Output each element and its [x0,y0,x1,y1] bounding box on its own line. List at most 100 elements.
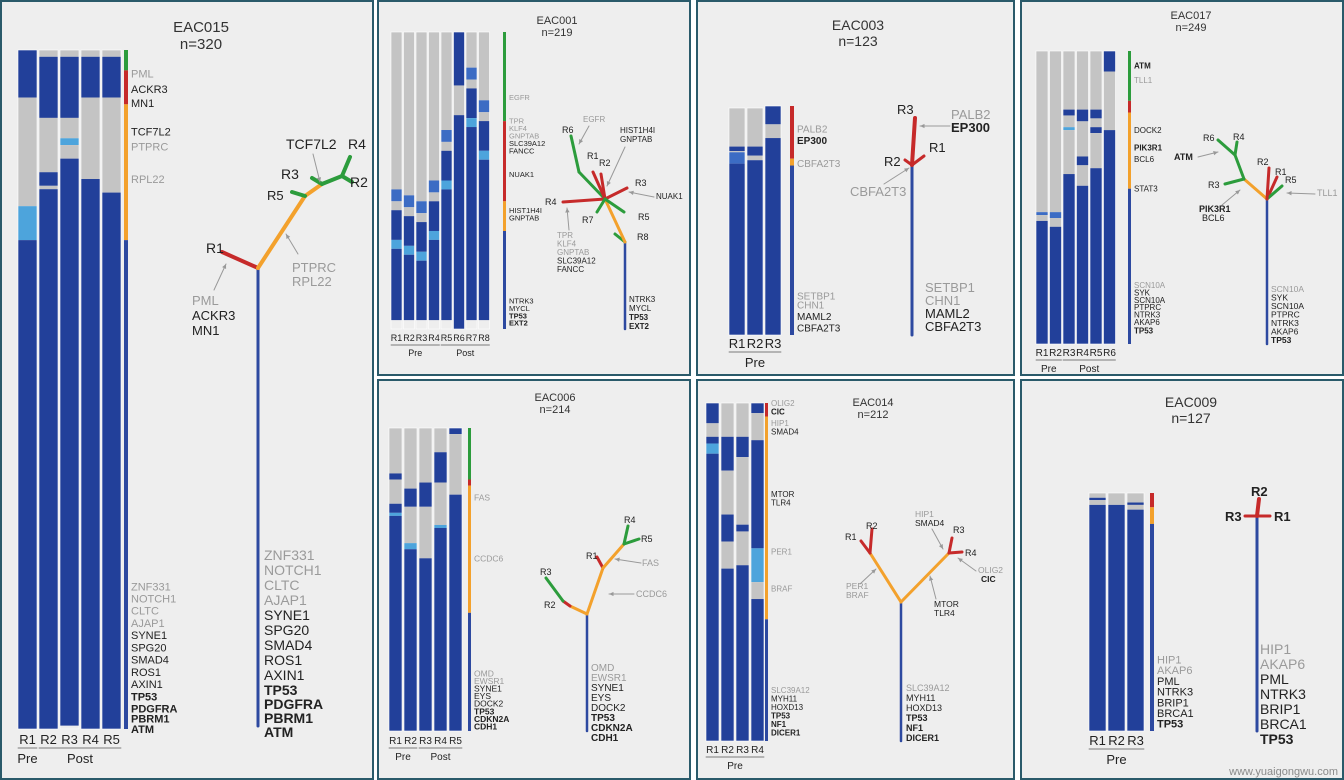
bar-outline [720,402,735,742]
group-label: Pre [1106,752,1126,767]
branch-shared [256,194,307,270]
panel-graphic: EGFRTPRKLF4GNPTABSLC39A12FANCCNUAK1HIST1… [390,31,683,358]
trunk-gene-label: MYCL [629,304,652,313]
tree-gene-label: CCDC6 [636,589,667,599]
region-node-label: R2 [544,600,556,610]
bar-outline [465,31,478,330]
stripe-gene-label: TP53 [131,691,157,703]
bar-segment [403,216,415,246]
bar-segment [751,548,764,583]
bar-segment [60,50,79,57]
arrow-head [929,576,934,581]
annotation-arrow [883,167,910,185]
branch-r4 [1233,140,1239,157]
stripe-gene-label: MYH11 [771,695,798,704]
stripe-gene-label: SYNE1 [474,684,502,694]
annotation-arrow [312,153,321,183]
tree-gene-label: TPR [557,231,573,240]
branch-r4-stem [320,174,344,186]
branch-r2 [1265,166,1271,201]
bar-outline [1035,50,1049,345]
tree-gene-label: GNPTAB [557,248,589,257]
panel-eac001: EAC001 n=219 EGFR TPR KLF4 GNPTAB SLC39A12 FA… [377,0,691,376]
branch-r3 [1223,177,1246,186]
group-label: Pre [1041,364,1057,375]
region-node-label: R4 [348,136,366,152]
group-label: Post [456,348,475,358]
panel-eac009: EAC009 n=127 HIP1 AKAP6 PML NTRK3 BRIP1 BRCA1… [1020,379,1344,780]
clonal-stripe-segment [1128,51,1131,101]
arrow-head [579,139,584,144]
bar-segment [1036,212,1048,216]
stripe-gene-label: AJAP1 [131,618,165,630]
bar-segment [721,514,734,542]
bar-segment [721,541,734,569]
panel-name: EAC014 [852,397,894,409]
tree-gene-label: BRAF [846,590,869,600]
bar-outline [764,105,782,336]
bar-segment [1089,500,1106,505]
clonal-stripe-segment [503,201,506,231]
clonal-stripe-segment [1128,188,1131,344]
stripe-gene-label: BRCA1 [1157,708,1194,720]
bar-segment [389,512,402,516]
bar-segment [441,150,452,181]
branch-r1 [595,555,605,570]
trunk-gene-label: DOCK2 [591,703,626,714]
bar-segment [102,50,121,57]
bar-segment [453,115,465,329]
stripe-gene-label: SYK [1134,289,1151,298]
region-node-label: R1 [845,532,857,542]
stripe-gene-label: HIP1 [1157,654,1181,666]
stripe-gene-label: TLR4 [771,499,791,508]
tree-gene-label: FAS [642,558,659,568]
panel-title: EAC006 n=214 [525,392,585,416]
region-node-label: R2 [350,174,368,190]
bar-segment [1108,493,1125,505]
trunk-gene-label: SETBP1 [925,280,975,295]
stripe-gene-label: PER1 [771,548,792,557]
bar-segment [60,138,79,146]
region-label: R6 [453,333,465,343]
region-label: R3 [61,732,78,747]
trunk-gene-label: EWSR1 [591,673,627,684]
region-label: R4 [751,745,764,756]
panel-count: n=320 [179,36,223,53]
region-node-label: R3 [1208,180,1220,190]
clonal-stripe-segment [790,106,794,159]
stripe-gene-label: DOCK2 [1134,126,1162,135]
stripe-gene-label: BCL6 [1134,155,1155,164]
tree-gene-label: PTPRC [292,260,336,275]
bar-segment [1076,165,1089,186]
stripe-gene-label: ZNF331 [131,581,171,593]
stripe-gene-label: GNPTAB [509,132,539,141]
bar-segment [1076,121,1089,157]
panel-count: n=127 [1171,410,1211,426]
stripe-gene-label: FANCC [509,146,535,155]
bar-segment [81,179,100,729]
region-label: R2 [403,333,415,343]
bar-segment [441,32,452,131]
trunk-gene-label: TP53 [264,682,298,698]
bar-segment [466,118,477,128]
bar-segment [1063,115,1075,128]
bar-segment [751,403,764,414]
bar-segment [466,32,477,68]
branch-shared [1242,177,1269,201]
bar-segment [453,32,465,86]
bar-segment [1036,220,1048,344]
region-node-label: R3 [1225,509,1242,524]
bar-segment [721,436,734,471]
panel-name: EAC009 [1164,394,1218,410]
region-label: R4 [434,736,447,747]
branch-r2 [340,174,354,184]
trunk-gene-label: NTRK3 [629,295,656,304]
bar-segment [389,473,402,480]
region-label: R1 [389,736,402,747]
bar-segment [391,201,402,211]
region-label: R6 [1103,348,1116,359]
bar-segment [1063,130,1075,175]
clonal-stripe-segment [503,230,506,329]
stripe-gene-label: RPL22 [131,174,165,186]
stripe-gene-label: PML [1157,676,1180,688]
